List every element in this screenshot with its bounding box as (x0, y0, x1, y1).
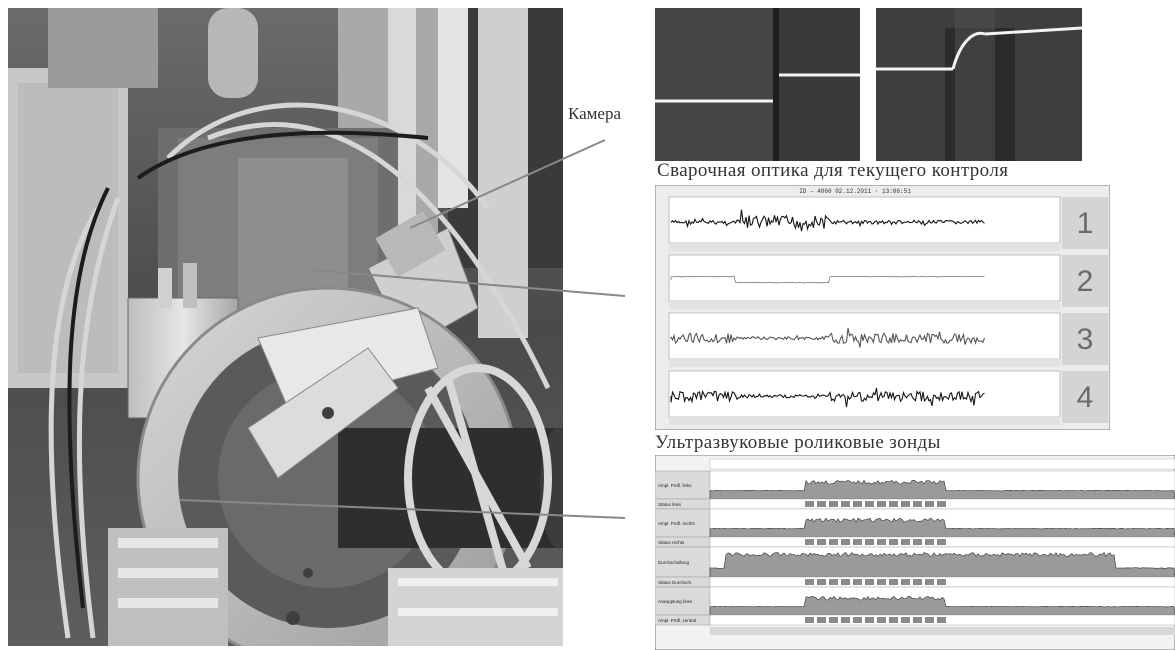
status-segment (901, 579, 910, 585)
optics-header: ID – 4060 02.12.2011 · 13:06:51 (799, 188, 911, 195)
status-segment (817, 617, 826, 623)
channel-number-box (1062, 371, 1108, 423)
optics-channel-3 (668, 312, 1061, 367)
ultrasonic-row-label: Status rechts (658, 540, 685, 545)
status-segment (889, 539, 898, 545)
status-segment (841, 539, 850, 545)
optics-trace-4 (670, 387, 985, 408)
camera-label: Камера (568, 104, 622, 123)
status-segment (901, 501, 910, 507)
ultrasonic-row: Ampl. Prüfl. zentral (655, 614, 1175, 626)
status-segment (853, 539, 862, 545)
optics-channel-1 (668, 196, 1061, 251)
channel-number: 3 (1077, 323, 1094, 356)
status-segment (865, 501, 874, 507)
status-segment (841, 501, 850, 507)
ultrasonic-row-label: Ampl. Prüfl. zentral (658, 618, 696, 623)
ultrasonic-row: Durchschallung (655, 546, 1175, 578)
ultrasonic-trace (709, 517, 1175, 538)
ultrasonic-row: Status Durchsch. (655, 576, 1175, 588)
ultrasonic-row: Ampl. Prüfl. links (655, 470, 1175, 500)
status-segment (853, 501, 862, 507)
status-segment (877, 501, 886, 507)
channel-number: 1 (1077, 207, 1094, 240)
ultrasonic-row: Status links (655, 498, 1175, 510)
status-segment (841, 579, 850, 585)
status-segment (877, 579, 886, 585)
channel-number-box (1062, 313, 1108, 365)
ultrasonic-caption: Ультразвуковые роликовые зонды (655, 432, 941, 453)
status-segment (937, 539, 946, 545)
status-segment (829, 539, 838, 545)
status-segment (829, 501, 838, 507)
status-segment (841, 617, 850, 623)
status-segment (889, 579, 898, 585)
status-segment (853, 579, 862, 585)
machine-photo (8, 8, 563, 646)
channel-number: 4 (1077, 381, 1094, 414)
status-segment (913, 501, 922, 507)
ultrasonic-row: Ampl. Prüfl. rechts (655, 508, 1175, 538)
status-segment (865, 539, 874, 545)
status-segment (937, 501, 946, 507)
ultrasonic-time-axis (710, 627, 1175, 635)
status-segment (925, 579, 934, 585)
status-segment (817, 501, 826, 507)
status-segment (901, 539, 910, 545)
status-segment (925, 617, 934, 623)
ultrasonic-row-label: Status links (658, 502, 682, 507)
ultrasonic-row-label: Durchschallung (658, 560, 690, 565)
status-segment (889, 501, 898, 507)
status-segment (937, 617, 946, 623)
ultrasonic-row: Status rechts (655, 536, 1175, 548)
ultrasonic-row-label: Ampl. Prüfl. links (658, 483, 692, 488)
status-segment (865, 579, 874, 585)
optics-channel-4 (668, 370, 1061, 425)
ultrasonic-row-label: Status Durchsch. (658, 580, 692, 585)
optics-trace-1 (670, 209, 985, 232)
status-segment (913, 539, 922, 545)
status-segment (877, 539, 886, 545)
status-segment (925, 501, 934, 507)
status-segment (877, 617, 886, 623)
optics-signal-panel: ID – 4060 02.12.2011 · 13:06:51 1 2 3 4 (655, 185, 1110, 430)
ultrasonic-row: Ankopplung links (655, 586, 1175, 616)
status-segment (901, 617, 910, 623)
status-segment (913, 617, 922, 623)
channel-number: 2 (1077, 265, 1094, 298)
status-segment (805, 501, 814, 507)
status-segment (889, 617, 898, 623)
ultrasonic-row-label: Ankopplung links (658, 599, 693, 604)
status-segment (817, 579, 826, 585)
optics-trace-3 (670, 327, 986, 348)
status-segment (925, 539, 934, 545)
status-segment (817, 539, 826, 545)
ultrasonic-trace (709, 595, 1175, 616)
status-segment (937, 579, 946, 585)
status-segment (805, 617, 814, 623)
status-segment (805, 539, 814, 545)
status-segment (829, 579, 838, 585)
ultrasonic-trace (709, 479, 1175, 500)
camera-image (655, 8, 1082, 161)
optics-trace-2 (670, 275, 985, 284)
channel-number-box (1062, 255, 1108, 307)
status-segment (805, 579, 814, 585)
status-segment (865, 617, 874, 623)
status-segment (829, 617, 838, 623)
ultrasonic-signal-panel: Ampl. Prüfl. links Status links Ampl. Prüf… (655, 455, 1175, 650)
status-segment (853, 617, 862, 623)
status-segment (913, 579, 922, 585)
optics-channel-2 (668, 254, 1061, 309)
optics-caption: Сварочная оптика для текущего контроля (657, 160, 1009, 181)
channel-number-box (1062, 197, 1108, 249)
ultrasonic-trace (709, 551, 1175, 578)
ultrasonic-row-label: Ampl. Prüfl. rechts (658, 521, 696, 526)
